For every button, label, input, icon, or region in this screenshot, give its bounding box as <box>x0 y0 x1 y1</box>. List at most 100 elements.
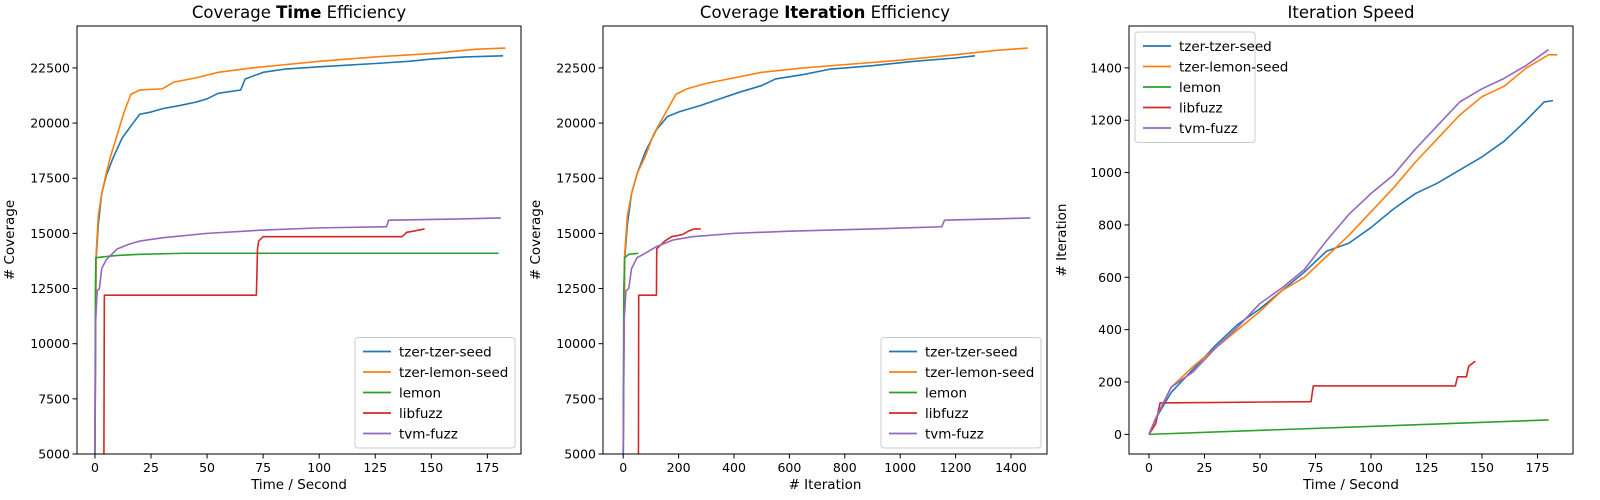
title-part: Iteration <box>784 3 865 22</box>
legend-label: tvm-fuzz <box>399 427 458 443</box>
y-tick-label: 7500 <box>38 391 70 406</box>
y-tick-label: 20000 <box>556 116 596 131</box>
series-line-libfuzz <box>1148 360 1476 435</box>
series-line-tzer-lemon-seed <box>94 47 506 454</box>
legend-label: lemon <box>399 386 441 402</box>
y-tick-label: 200 <box>1098 375 1122 390</box>
x-tick-label: 1400 <box>995 460 1027 475</box>
legend: tzer-tzer-seed tzer-lemon-seed lemon libfuz… <box>354 337 516 449</box>
x-axis-label: Time / Second <box>1302 477 1399 493</box>
x-tick-label: 75 <box>1308 460 1324 475</box>
x-tick-label: 400 <box>722 460 746 475</box>
chart-title: Coverage Time Efficiency <box>192 3 407 22</box>
series-line-libfuzz <box>103 228 425 454</box>
legend-label: tzer-tzer-seed <box>1179 39 1272 55</box>
series-line-lemon <box>1148 419 1549 436</box>
legend-label: tvm-fuzz <box>1179 121 1238 137</box>
chart-title: Iteration Speed <box>1288 3 1415 22</box>
title-part: Efficiency <box>321 3 406 22</box>
legend-box <box>880 337 1042 449</box>
series-line-tzer-lemon-seed <box>1148 54 1558 435</box>
y-tick-label: 15000 <box>556 226 596 241</box>
y-tick-label: 1400 <box>1090 60 1122 75</box>
x-tick-label: 25 <box>1197 460 1213 475</box>
legend-label: libfuzz <box>925 406 969 422</box>
x-tick-label: 0 <box>1145 460 1153 475</box>
series-line-tzer-tzer-seed <box>1148 99 1554 435</box>
y-tick-label: 17500 <box>30 171 70 186</box>
x-axis-label: Time / Second <box>250 477 347 493</box>
title-part: Coverage <box>192 3 276 22</box>
x-tick-label: 50 <box>199 460 215 475</box>
series-line-lemon <box>622 252 639 454</box>
x-tick-label: 800 <box>833 460 857 475</box>
plot-frame <box>1128 25 1574 455</box>
series-line-tvm-fuzz <box>94 217 501 454</box>
y-tick-label: 10000 <box>556 336 596 351</box>
x-tick-label: 100 <box>1359 460 1383 475</box>
legend-label: lemon <box>925 386 967 402</box>
y-tick-label: 800 <box>1098 217 1122 232</box>
x-tick-label: 100 <box>307 460 331 475</box>
legend: tzer-tzer-seed tzer-lemon-seed lemon libfuz… <box>1134 31 1288 143</box>
y-tick-label: 22500 <box>556 60 596 75</box>
y-axis-label: # Coverage <box>2 200 18 280</box>
y-tick-label: 0 <box>1114 427 1122 442</box>
x-axis-label: # Iteration <box>789 477 862 493</box>
x-tick-label: 75 <box>255 460 271 475</box>
x-tick-label: 125 <box>363 460 387 475</box>
legend: tzer-tzer-seed tzer-lemon-seed lemon libfuz… <box>880 337 1042 449</box>
y-tick-label: 5000 <box>38 447 70 462</box>
x-tick-label: 25 <box>143 460 159 475</box>
y-tick-label: 5000 <box>564 447 596 462</box>
title-part: Efficiency <box>865 3 950 22</box>
x-tick-label: 50 <box>1252 460 1268 475</box>
series-line-tvm-fuzz <box>622 217 1031 454</box>
y-tick-label: 10000 <box>30 336 70 351</box>
x-tick-label: 175 <box>1526 460 1550 475</box>
x-tick-label: 150 <box>1470 460 1494 475</box>
x-tick-label: 175 <box>475 460 499 475</box>
x-tick-label: 1000 <box>884 460 916 475</box>
y-tick-label: 600 <box>1098 270 1122 285</box>
legend-label: tzer-lemon-seed <box>399 365 508 381</box>
chart-panel-2: 0 200 400 600 800 1000 1200 1400 5000 7500 10000 12… <box>528 3 1048 493</box>
series-line-libfuzz <box>637 228 701 454</box>
title-part: Coverage <box>700 3 784 22</box>
plot-frame <box>602 25 1048 455</box>
legend-label: tzer-tzer-seed <box>925 345 1018 361</box>
series-line-tzer-lemon-seed <box>622 47 1028 454</box>
x-tick-label: 200 <box>667 460 691 475</box>
x-tick-label: 125 <box>1415 460 1439 475</box>
y-axis-label: # Iteration <box>1054 204 1070 277</box>
y-tick-label: 15000 <box>30 226 70 241</box>
series-line-tvm-fuzz <box>1148 48 1550 435</box>
y-tick-label: 7500 <box>564 391 596 406</box>
y-tick-label: 17500 <box>556 171 596 186</box>
y-tick-label: 1200 <box>1090 113 1122 128</box>
legend-label: tzer-lemon-seed <box>925 365 1034 381</box>
chart-panel-3: 0 25 50 75 100 125 150 175 0 200 400 600 800 1000 1200… <box>1054 3 1574 493</box>
y-tick-label: 12500 <box>556 281 596 296</box>
y-tick-label: 12500 <box>30 281 70 296</box>
y-tick-label: 22500 <box>30 60 70 75</box>
legend-label: tzer-lemon-seed <box>1179 60 1288 76</box>
y-tick-label: 1000 <box>1090 165 1122 180</box>
x-tick-label: 150 <box>419 460 443 475</box>
y-tick-label: 400 <box>1098 322 1122 337</box>
x-tick-label: 0 <box>619 460 627 475</box>
x-tick-label: 1200 <box>940 460 972 475</box>
title-part: Time <box>276 3 321 22</box>
legend-label: tvm-fuzz <box>925 427 984 443</box>
legend-label: libfuzz <box>1179 101 1223 117</box>
chart-title: Coverage Iteration Efficiency <box>700 3 950 22</box>
series-lines <box>1148 48 1558 436</box>
x-tick-label: 600 <box>777 460 801 475</box>
series-lines <box>94 47 506 454</box>
y-axis-label: # Coverage <box>528 200 544 280</box>
series-line-lemon <box>94 252 499 454</box>
legend-label: tzer-tzer-seed <box>399 345 492 361</box>
series-lines <box>622 47 1031 454</box>
legend-box <box>1134 31 1256 143</box>
